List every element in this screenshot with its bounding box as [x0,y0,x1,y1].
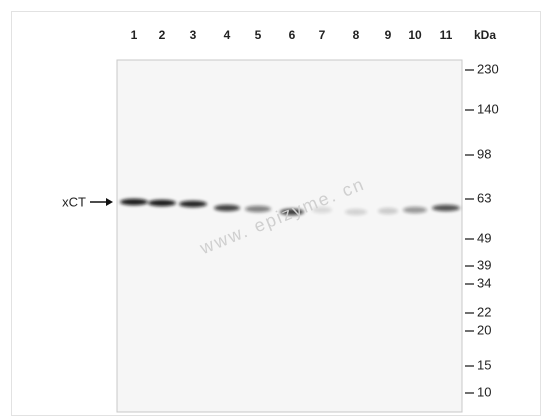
marker-label: 20 [477,322,491,337]
band [378,208,398,214]
lane-label: 9 [385,28,392,42]
band [214,205,240,211]
marker-label: 49 [477,230,491,245]
lane-label: 1 [131,28,138,42]
lane-label: 3 [190,28,197,42]
band [179,201,207,207]
lane-label: 11 [440,28,453,42]
lane-label: 6 [289,28,296,42]
lane-label: 2 [159,28,166,42]
blot-figure: www. epizyme. cn kDa xCT 1234567891011 2… [0,0,552,417]
band [403,207,427,213]
blot-membrane [117,60,462,412]
band [432,205,460,211]
marker-label: 98 [477,146,491,161]
lane-label: 7 [319,28,326,42]
page: {"lanes": ["1", "2", "3", "4", "5", "6",… [0,0,552,417]
lane-label: 4 [224,28,231,42]
lane-label: 10 [408,28,422,42]
lane-label: 5 [255,28,262,42]
marker-label: 34 [477,275,491,290]
marker-label: 22 [477,304,491,319]
lane-label: 8 [353,28,360,42]
band [345,209,367,215]
marker-label: 10 [477,384,491,399]
marker-label: 230 [477,61,499,76]
marker-label: 15 [477,357,491,372]
marker-label: 63 [477,190,491,205]
unit-label: kDa [474,28,496,42]
marker-label: 140 [477,101,499,116]
band [120,199,148,205]
marker-label: 39 [477,257,491,272]
band-label: xCT [62,194,86,209]
band [148,200,176,206]
